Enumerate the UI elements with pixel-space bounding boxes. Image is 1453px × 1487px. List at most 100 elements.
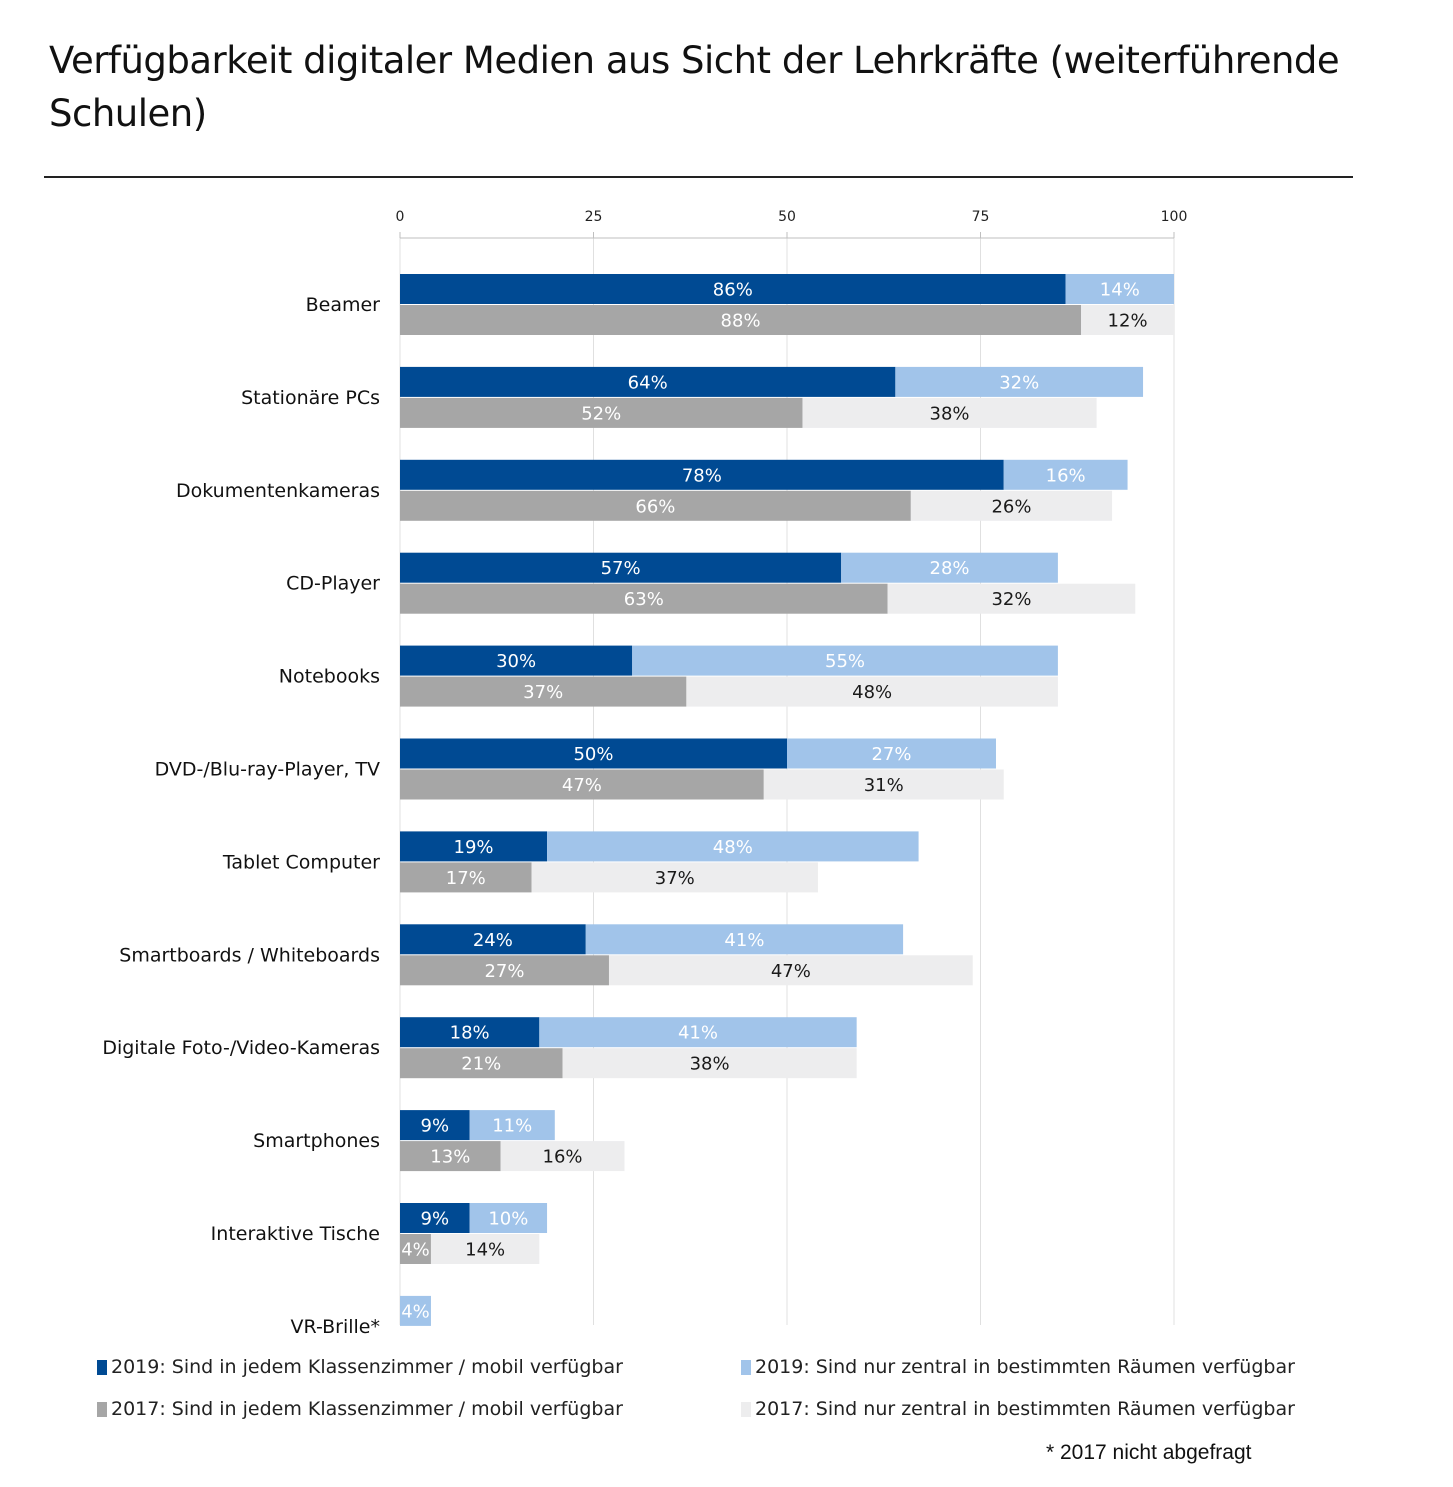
data-label: 31% <box>864 775 904 796</box>
category-label: Tablet Computer <box>222 851 380 873</box>
data-label: 88% <box>721 311 761 332</box>
bar-segment <box>1003 459 1128 490</box>
legend-swatch <box>97 1359 107 1375</box>
data-label: 78% <box>682 465 722 486</box>
x-tick-label: 75 <box>972 209 990 225</box>
x-tick-label: 100 <box>1161 209 1188 225</box>
data-label: 86% <box>713 280 753 301</box>
bar-segment <box>469 1203 548 1233</box>
data-label: 13% <box>430 1147 470 1168</box>
bar-segment <box>400 645 633 676</box>
data-label: 17% <box>446 868 486 889</box>
data-label: 19% <box>454 837 494 858</box>
bar-segment <box>400 955 609 986</box>
legend-label: 2019: Sind nur zentral in bestimmten Räu… <box>755 1356 1295 1378</box>
data-label: 9% <box>421 1209 450 1230</box>
legend-label: 2017: Sind in jedem Klassenzimmer / mobi… <box>111 1398 623 1420</box>
bar-segment <box>531 862 818 893</box>
category-label: Stationäre PCs <box>241 387 380 409</box>
bar-segment <box>400 738 787 769</box>
category-label: Dokumentenkameras <box>176 480 380 502</box>
bar-segment <box>1065 274 1174 304</box>
category-label: Smartboards / Whiteboards <box>119 944 380 966</box>
legend-swatch <box>97 1401 107 1417</box>
chart-title: Verfügbarkeit digitaler Medien aus Sicht… <box>49 39 1340 135</box>
data-label: 24% <box>473 930 513 951</box>
data-label: 14% <box>465 1240 505 1261</box>
data-label: 41% <box>724 930 764 951</box>
bar-segment <box>400 397 803 428</box>
bar-segment <box>400 1234 431 1264</box>
data-label: 30% <box>496 651 536 672</box>
bar-segment <box>400 831 548 862</box>
bar-segment <box>547 831 919 862</box>
data-label: 21% <box>461 1054 501 1075</box>
x-tick-label: 25 <box>585 209 603 225</box>
category-label: Digitale Foto-/Video-Kameras <box>102 1037 380 1059</box>
bar-segment <box>841 552 1058 583</box>
data-label: 48% <box>713 837 753 858</box>
category-label: Beamer <box>306 294 381 316</box>
bar-segment <box>400 1110 470 1141</box>
legend-item-2017-class: 2017: Sind in jedem Klassenzimmer / mobi… <box>97 1398 623 1420</box>
data-label: 4% <box>401 1240 430 1261</box>
bar-segment <box>430 1234 540 1264</box>
data-label: 11% <box>492 1116 532 1137</box>
bar-segment <box>400 274 1066 304</box>
legend-swatch <box>741 1401 751 1417</box>
bar-segment <box>910 490 1113 521</box>
bar-segment <box>400 583 888 614</box>
data-label: 66% <box>635 496 675 517</box>
bar-segment <box>585 924 904 955</box>
x-tick-label: 50 <box>778 209 796 225</box>
category-label: DVD-/Blu-ray-Player, TV <box>155 759 380 781</box>
category-label: Notebooks <box>279 666 380 688</box>
data-label: 32% <box>991 589 1031 610</box>
bar-segment <box>400 924 586 955</box>
legend-item-2019-central: 2019: Sind nur zentral in bestimmten Räu… <box>741 1356 1295 1378</box>
data-label: 47% <box>562 775 602 796</box>
bar-segment <box>562 1048 857 1079</box>
bar-segment <box>400 1203 470 1233</box>
bar-segment <box>539 1017 857 1048</box>
bar-segment <box>895 366 1144 397</box>
bar-segment <box>400 1048 563 1079</box>
bar-segment <box>400 552 842 583</box>
bar-segment <box>400 1295 431 1326</box>
data-label: 57% <box>601 558 641 579</box>
data-label: 63% <box>624 589 664 610</box>
legend-label: 2019: Sind in jedem Klassenzimmer / mobi… <box>111 1356 623 1378</box>
data-label: 32% <box>999 372 1039 393</box>
data-label: 12% <box>1108 311 1148 332</box>
category-label: Smartphones <box>253 1130 380 1152</box>
data-label: 50% <box>573 744 613 765</box>
bar-segment <box>787 738 996 769</box>
bar-segment <box>500 1141 625 1172</box>
bar-chart: 0 25 50 75 100 Beamer 86% 14% 88% 12% Stationäre P… <box>102 209 1188 1338</box>
data-label: 52% <box>581 403 621 424</box>
data-label: 9% <box>421 1116 450 1137</box>
data-label: 38% <box>690 1054 730 1075</box>
bar-segment <box>802 397 1097 428</box>
category-label: Interaktive Tische <box>211 1223 380 1245</box>
data-label: 28% <box>930 558 970 579</box>
bar-segment <box>400 1017 540 1048</box>
data-label: 37% <box>655 868 695 889</box>
data-label: 48% <box>852 682 892 703</box>
data-label: 14% <box>1100 280 1140 301</box>
bar-segment <box>400 1141 501 1172</box>
x-tick-label: 0 <box>396 209 405 225</box>
data-label: 47% <box>771 961 811 982</box>
bar-segment <box>686 676 1058 707</box>
bar-segment <box>400 459 1004 490</box>
legend-label: 2017: Sind nur zentral in bestimmten Räu… <box>755 1398 1295 1420</box>
bar-segment <box>400 862 532 893</box>
data-label: 41% <box>678 1023 718 1044</box>
bar-segment <box>400 676 687 707</box>
data-label: 26% <box>991 496 1031 517</box>
bar-segment <box>632 645 1058 676</box>
data-label: 38% <box>930 403 970 424</box>
data-label: 27% <box>871 744 911 765</box>
data-label: 18% <box>450 1023 490 1044</box>
title-divider <box>44 176 1353 178</box>
